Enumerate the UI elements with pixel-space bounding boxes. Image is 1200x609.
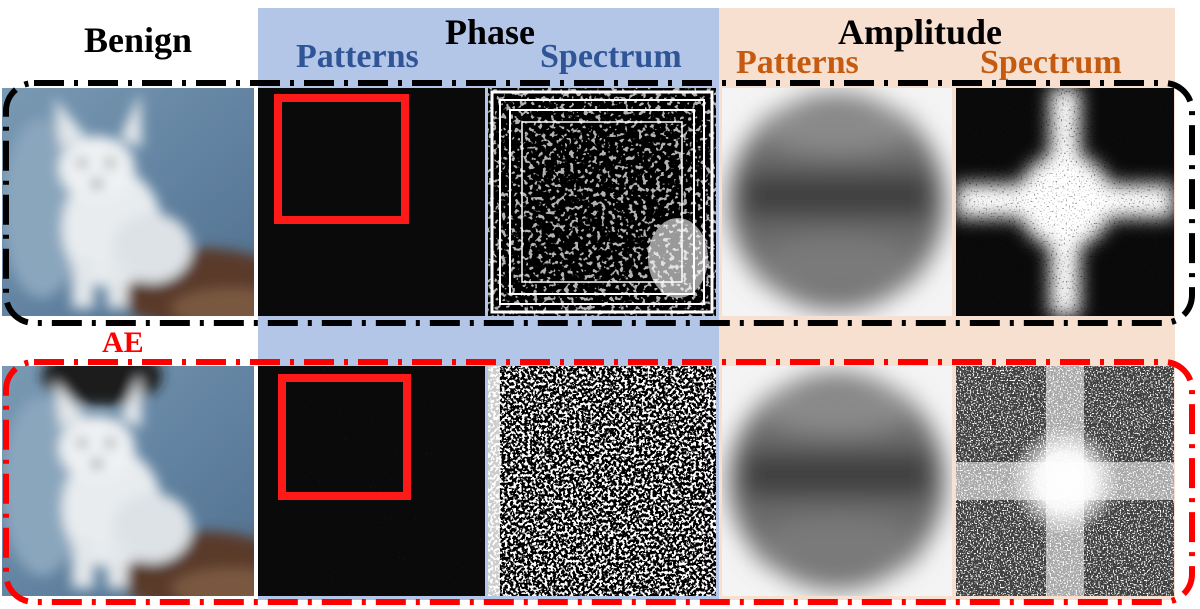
benign-row-border <box>3 80 1195 326</box>
phase-label: Phase <box>445 12 535 52</box>
phase-spectrum-label: Spectrum <box>540 38 682 75</box>
benign-phase-patterns <box>258 88 485 316</box>
amplitude-spectrum-label: Spectrum <box>980 44 1122 81</box>
ae-amplitude-patterns <box>722 366 952 596</box>
amplitude-label: Amplitude <box>838 12 1003 52</box>
amplitude-patterns-label: Patterns <box>736 44 859 81</box>
benign-phase-spectrum <box>488 88 716 316</box>
ae-phase-patterns <box>258 366 485 596</box>
ae-amplitude-spectrum <box>956 366 1174 596</box>
phase-highlight-box <box>274 94 409 224</box>
ae-label: AE <box>102 326 144 359</box>
benign-amplitude-spectrum <box>956 88 1174 316</box>
benign-image <box>2 88 254 316</box>
ae-row-border <box>3 359 1195 605</box>
phase-patterns-label: Patterns <box>296 38 419 75</box>
benign-label: Benign <box>84 20 193 60</box>
benign-amplitude-patterns <box>722 88 952 316</box>
ae-image <box>2 366 254 596</box>
ae-phase-highlight-box <box>278 374 411 500</box>
ae-phase-spectrum <box>488 366 716 596</box>
